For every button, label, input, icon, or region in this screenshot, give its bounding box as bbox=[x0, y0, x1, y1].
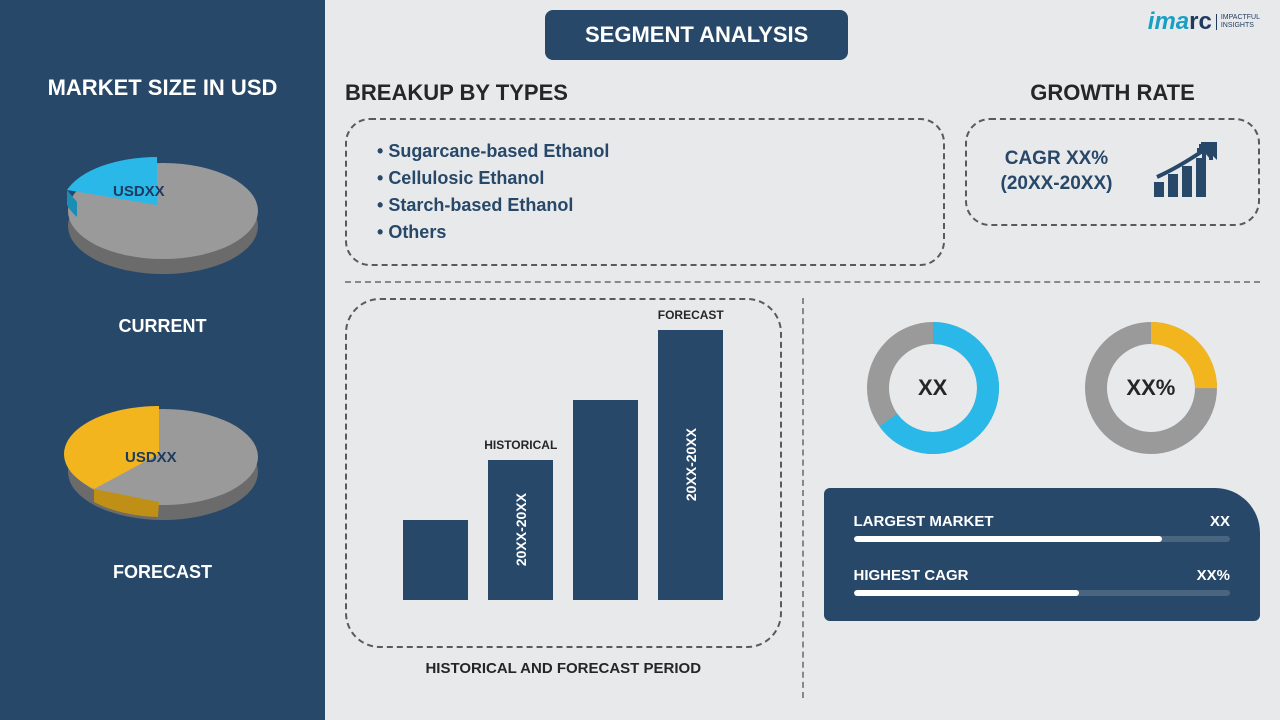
right-panel: imarc IMPACTFULINSIGHTS SEGMENT ANALYSIS… bbox=[325, 0, 1280, 720]
breakup-box: Sugarcane-based EthanolCellulosic Ethano… bbox=[345, 118, 945, 266]
cagr-text: CAGR XX% (20XX-20XX) bbox=[1001, 147, 1113, 196]
bar bbox=[403, 520, 468, 600]
breakup-section: BREAKUP BY TYPES Sugarcane-based Ethanol… bbox=[345, 80, 945, 266]
donut-center: XX% bbox=[1126, 375, 1175, 401]
breakup-title: BREAKUP BY TYPES bbox=[345, 80, 945, 106]
historical-box: HISTORICAL20XX-20XXFORECAST20XX-20XX bbox=[345, 298, 782, 648]
breakup-list: Sugarcane-based EthanolCellulosic Ethano… bbox=[377, 138, 913, 246]
metric-fill bbox=[854, 536, 1163, 542]
divider-horizontal bbox=[345, 281, 1260, 283]
donuts-row: XX XX% bbox=[824, 318, 1261, 458]
pie-current-label: CURRENT bbox=[119, 316, 207, 337]
metric-label: LARGEST MARKET bbox=[854, 513, 994, 530]
growth-title: GROWTH RATE bbox=[965, 80, 1260, 106]
left-panel: MARKET SIZE IN USD USDXX CURRENT USDXX F… bbox=[0, 0, 325, 720]
bar-label-inside: 20XX-20XX bbox=[513, 493, 529, 566]
donut: XX bbox=[863, 318, 1003, 458]
breakup-item: Others bbox=[377, 219, 913, 246]
metric-fill bbox=[854, 590, 1080, 596]
historical-caption: HISTORICAL AND FORECAST PERIOD bbox=[345, 660, 782, 677]
bar-label-top: HISTORICAL bbox=[484, 438, 557, 452]
pie-forecast-label: FORECAST bbox=[113, 562, 212, 583]
bar: FORECAST20XX-20XX bbox=[658, 330, 723, 600]
bars-container: HISTORICAL20XX-20XXFORECAST20XX-20XX bbox=[367, 320, 760, 600]
bar bbox=[573, 400, 638, 600]
metric-value: XX bbox=[1210, 513, 1230, 530]
bar-label-inside: 20XX-20XX bbox=[683, 428, 699, 501]
pie-current-badge: USDXX bbox=[113, 183, 165, 200]
metrics-panel: XX XX% LARGEST MARKET XX HIGHEST CAGR XX… bbox=[804, 298, 1261, 698]
pie-current: USDXX bbox=[53, 141, 273, 296]
historical-panel: HISTORICAL20XX-20XXFORECAST20XX-20XX HIS… bbox=[345, 298, 802, 698]
main-title-badge: SEGMENT ANALYSIS bbox=[545, 10, 848, 60]
bar-label-top: FORECAST bbox=[658, 308, 724, 322]
growth-icon bbox=[1149, 142, 1224, 202]
metric-label: HIGHEST CAGR bbox=[854, 567, 969, 584]
breakup-item: Sugarcane-based Ethanol bbox=[377, 138, 913, 165]
donut: XX% bbox=[1081, 318, 1221, 458]
pie-forecast: USDXX bbox=[53, 387, 273, 542]
growth-box: CAGR XX% (20XX-20XX) bbox=[965, 118, 1260, 226]
market-size-title: MARKET SIZE IN USD bbox=[48, 75, 278, 101]
metric-bar bbox=[854, 590, 1231, 596]
metric-value: XX% bbox=[1197, 567, 1230, 584]
metric-row: LARGEST MARKET XX bbox=[854, 513, 1231, 542]
growth-section: GROWTH RATE CAGR XX% (20XX-20XX) bbox=[965, 80, 1260, 266]
pie-forecast-badge: USDXX bbox=[125, 449, 177, 466]
metric-bar bbox=[854, 536, 1231, 542]
donut-center: XX bbox=[918, 375, 947, 401]
logo: imarc IMPACTFULINSIGHTS bbox=[1148, 8, 1260, 36]
breakup-item: Cellulosic Ethanol bbox=[377, 165, 913, 192]
metric-row: HIGHEST CAGR XX% bbox=[854, 567, 1231, 596]
metrics-box: LARGEST MARKET XX HIGHEST CAGR XX% bbox=[824, 488, 1261, 621]
breakup-item: Starch-based Ethanol bbox=[377, 192, 913, 219]
bar: HISTORICAL20XX-20XX bbox=[488, 460, 553, 600]
